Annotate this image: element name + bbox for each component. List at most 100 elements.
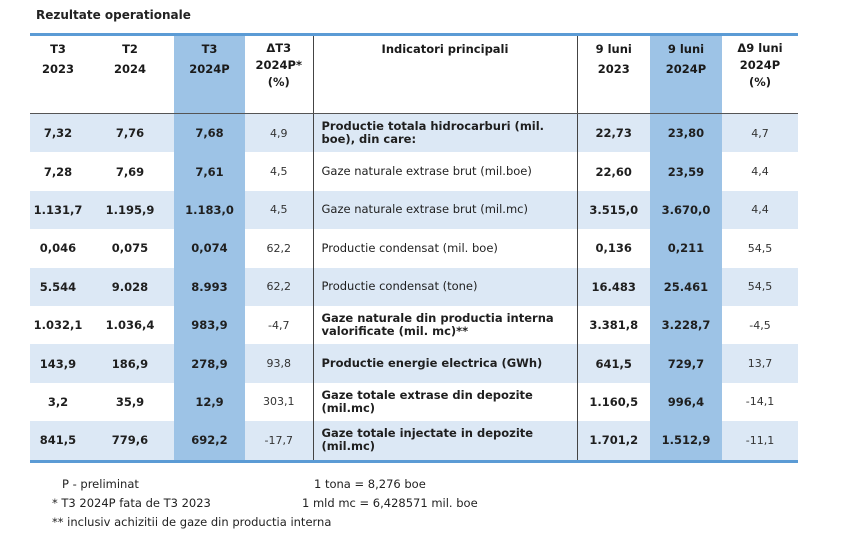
header-row: T3 2023 T2 2024 T3 2024P ΔT3 2024P* (%) Indic…: [30, 34, 798, 114]
cell-t2-2024: 7,76: [86, 113, 174, 153]
cell-delta-9m: 4,4: [722, 190, 798, 230]
footnote-tonne-conversion: 1 tona = 8,276 boe: [314, 477, 426, 491]
col-header-delta-9m: Δ9 luni 2024P (%): [722, 34, 798, 114]
cell-delta-t3: -4,7: [245, 305, 313, 345]
header-line: 2024: [113, 62, 146, 76]
cell-t3-2023: 1.131,7: [30, 190, 86, 230]
cell-delta-9m: 4,7: [722, 113, 798, 153]
header-line: (%): [267, 75, 290, 89]
cell-9m-2024p: 23,80: [650, 113, 722, 153]
header-line: 9 luni: [667, 42, 705, 56]
cell-9m-2024p: 729,7: [650, 344, 722, 383]
table-row: 7,32 7,76 7,68 4,9 Productie totala hidrocar…: [30, 113, 798, 153]
cell-9m-2024p: 3.670,0: [650, 190, 722, 230]
cell-t3-2024p: 12,9: [174, 382, 245, 422]
table-row: 3,2 35,9 12,9 303,1 Gaze totale extrase din …: [30, 382, 798, 422]
cell-indicator: Gaze totale extrase din depozite (mil.mc…: [312, 382, 577, 422]
cell-delta-t3: -17,7: [245, 421, 313, 462]
cell-t2-2024: 9.028: [86, 267, 174, 306]
table-title: Rezultate operationale: [36, 8, 191, 22]
footnote-gas-conversion: 1 mld mc = 6,428571 mil. boe: [302, 496, 478, 510]
cell-9m-2024p: 23,59: [650, 152, 722, 191]
col-header-9m-2023: 9 luni 2023: [576, 34, 650, 114]
cell-indicator: Productie condensat (mil. boe): [312, 229, 577, 268]
cell-delta-t3: 4,5: [245, 152, 313, 191]
cell-t3-2023: 3,2: [30, 382, 86, 422]
cell-9m-2023: 22,60: [576, 152, 650, 191]
cell-t3-2023: 0,046: [30, 229, 86, 268]
footnote-t3-comparison: * T3 2024P fata de T3 2023: [52, 496, 211, 510]
cell-indicator: Gaze naturale extrase brut (mil.boe): [312, 152, 577, 191]
cell-9m-2023: 1.160,5: [576, 382, 650, 422]
header-line: (%): [748, 75, 772, 89]
table-row: 841,5 779,6 692,2 -17,7 Gaze totale injectat…: [30, 421, 798, 462]
cell-t2-2024: 779,6: [86, 421, 174, 462]
cell-indicator: Gaze naturale din productia interna valo…: [312, 305, 577, 345]
header-line: T3: [201, 42, 218, 56]
cell-t3-2023: 841,5: [30, 421, 86, 462]
cell-indicator: Productie energie electrica (GWh): [312, 344, 577, 383]
cell-delta-9m: 4,4: [722, 152, 798, 191]
operational-results-table: T3 2023 T2 2024 T3 2024P ΔT3 2024P* (%) Indic…: [30, 33, 798, 463]
cell-9m-2024p: 996,4: [650, 382, 722, 422]
cell-delta-9m: -14,1: [722, 382, 798, 422]
header-line: 2024P: [665, 62, 707, 76]
header-line: 2024P: [189, 62, 230, 76]
cell-t3-2024p: 8.993: [174, 267, 245, 306]
table-row: 1.131,7 1.195,9 1.183,0 4,5 Gaze naturale ex…: [30, 190, 798, 230]
footnote-acquisitions: ** inclusiv achizitii de gaze din produc…: [52, 515, 332, 529]
col-header-indicators: Indicatori principali: [312, 34, 577, 114]
col-header-t3-2023: T3 2023: [30, 34, 86, 114]
header-line: Indicatori principali: [381, 42, 509, 56]
cell-indicator: Gaze totale injectate in depozite (mil.m…: [312, 421, 577, 462]
cell-t2-2024: 7,69: [86, 152, 174, 191]
header-line: 2024P: [739, 58, 781, 72]
cell-t3-2024p: 1.183,0: [174, 190, 245, 230]
table-row: 0,046 0,075 0,074 62,2 Productie condensat (…: [30, 229, 798, 268]
cell-9m-2024p: 3.228,7: [650, 305, 722, 345]
header-line: 2023: [597, 62, 630, 76]
cell-9m-2023: 16.483: [576, 267, 650, 306]
cell-t2-2024: 1.036,4: [86, 305, 174, 345]
header-line: T2: [122, 42, 138, 56]
cell-t3-2024p: 7,68: [174, 113, 245, 153]
cell-delta-t3: 4,9: [245, 113, 313, 153]
cell-delta-9m: 54,5: [722, 229, 798, 268]
table-row: 1.032,1 1.036,4 983,9 -4,7 Gaze naturale din…: [30, 305, 798, 345]
cell-t3-2024p: 692,2: [174, 421, 245, 462]
cell-t3-2024p: 278,9: [174, 344, 245, 383]
table-row: 143,9 186,9 278,9 93,8 Productie energie ele…: [30, 344, 798, 383]
cell-t3-2024p: 0,074: [174, 229, 245, 268]
cell-t3-2023: 5.544: [30, 267, 86, 306]
cell-t3-2023: 7,32: [30, 113, 86, 153]
col-header-9m-2024p: 9 luni 2024P: [650, 34, 722, 114]
cell-9m-2024p: 0,211: [650, 229, 722, 268]
cell-t3-2024p: 983,9: [174, 305, 245, 345]
header-line: 2024P*: [255, 58, 302, 72]
col-header-t3-2024p: T3 2024P: [174, 34, 245, 114]
header-line: Δ9 luni: [737, 41, 783, 55]
cell-t2-2024: 0,075: [86, 229, 174, 268]
cell-t2-2024: 1.195,9: [86, 190, 174, 230]
cell-9m-2023: 3.515,0: [576, 190, 650, 230]
cell-delta-t3: 93,8: [245, 344, 313, 383]
cell-delta-9m: 13,7: [722, 344, 798, 383]
table-row: 7,28 7,69 7,61 4,5 Gaze naturale extrase bru…: [30, 152, 798, 191]
header-line: ΔT3: [266, 41, 292, 55]
cell-9m-2024p: 1.512,9: [650, 421, 722, 462]
cell-indicator: Productie condensat (tone): [312, 267, 577, 306]
cell-9m-2023: 1.701,2: [576, 421, 650, 462]
cell-delta-t3: 62,2: [245, 267, 313, 306]
cell-delta-t3: 62,2: [245, 229, 313, 268]
col-header-t2-2024: T2 2024: [86, 34, 174, 114]
cell-delta-9m: -4,5: [722, 305, 798, 345]
table-row: 5.544 9.028 8.993 62,2 Productie condensat (…: [30, 267, 798, 306]
cell-9m-2023: 22,73: [576, 113, 650, 153]
cell-indicator: Productie totala hidrocarburi (mil. boe)…: [312, 113, 577, 153]
cell-9m-2023: 3.381,8: [576, 305, 650, 345]
cell-delta-t3: 4,5: [245, 190, 313, 230]
cell-t3-2023: 143,9: [30, 344, 86, 383]
cell-t2-2024: 35,9: [86, 382, 174, 422]
cell-t3-2023: 1.032,1: [30, 305, 86, 345]
footnote-preliminary: P - preliminat: [62, 477, 139, 491]
